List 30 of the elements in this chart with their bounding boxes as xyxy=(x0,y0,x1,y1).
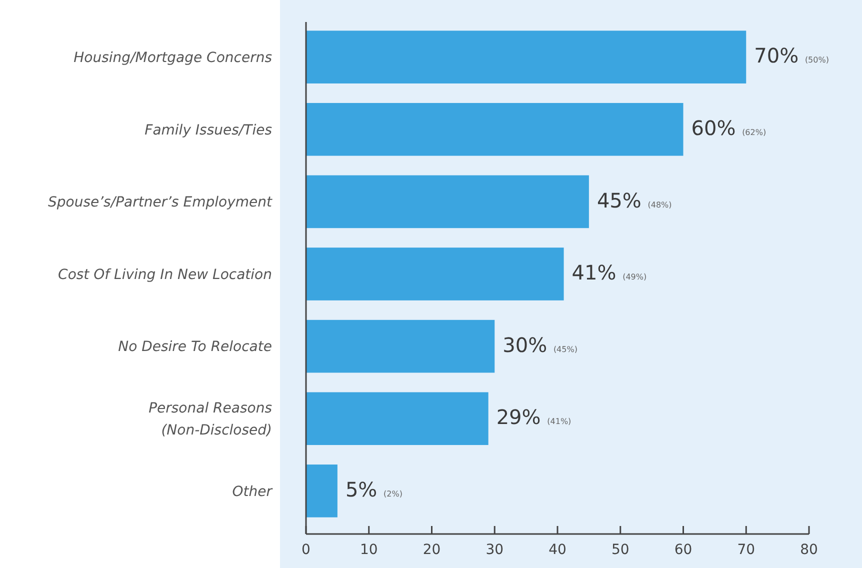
y-tick-label: Family Issues/Ties xyxy=(144,122,272,138)
data-label: 60% (62%) xyxy=(691,116,766,140)
data-label: 70% (50%) xyxy=(754,44,829,68)
data-label: 41% (49%) xyxy=(572,260,647,285)
y-tick-label: Spouse’s/Partner’s Employment xyxy=(48,194,272,211)
bar xyxy=(306,464,338,518)
data-label: 45% (48%) xyxy=(596,188,672,212)
y-tick-label: Housing/Mortgage Concerns xyxy=(74,50,272,66)
x-tick-label: 30 xyxy=(486,542,504,558)
x-tick-label: 20 xyxy=(422,542,441,558)
bar xyxy=(306,392,488,446)
x-tick-label: 50 xyxy=(611,542,630,558)
bar xyxy=(306,102,684,156)
x-tick-label: 70 xyxy=(737,542,756,558)
bar xyxy=(306,30,746,84)
x-tick-label: 80 xyxy=(800,542,818,558)
data-label: 29% (41%) xyxy=(496,405,572,430)
y-tick-label: Cost Of Living In New Location xyxy=(58,266,272,283)
x-tick-label: 40 xyxy=(548,542,566,558)
x-tick-label: 10 xyxy=(360,542,378,558)
data-label: 5% (2%) xyxy=(345,478,402,502)
y-tick-label: Other xyxy=(232,484,274,500)
y-tick-label: Personal Reasons (Non-Disclosed) xyxy=(148,400,272,439)
x-tick-label: 0 xyxy=(302,542,310,558)
data-label: 30% (45%) xyxy=(502,332,578,357)
bar xyxy=(306,175,589,228)
y-tick-label: No Desire To Relocate xyxy=(118,339,272,356)
bar xyxy=(306,320,495,373)
x-tick-label: 60 xyxy=(674,542,692,558)
bar xyxy=(306,248,564,300)
